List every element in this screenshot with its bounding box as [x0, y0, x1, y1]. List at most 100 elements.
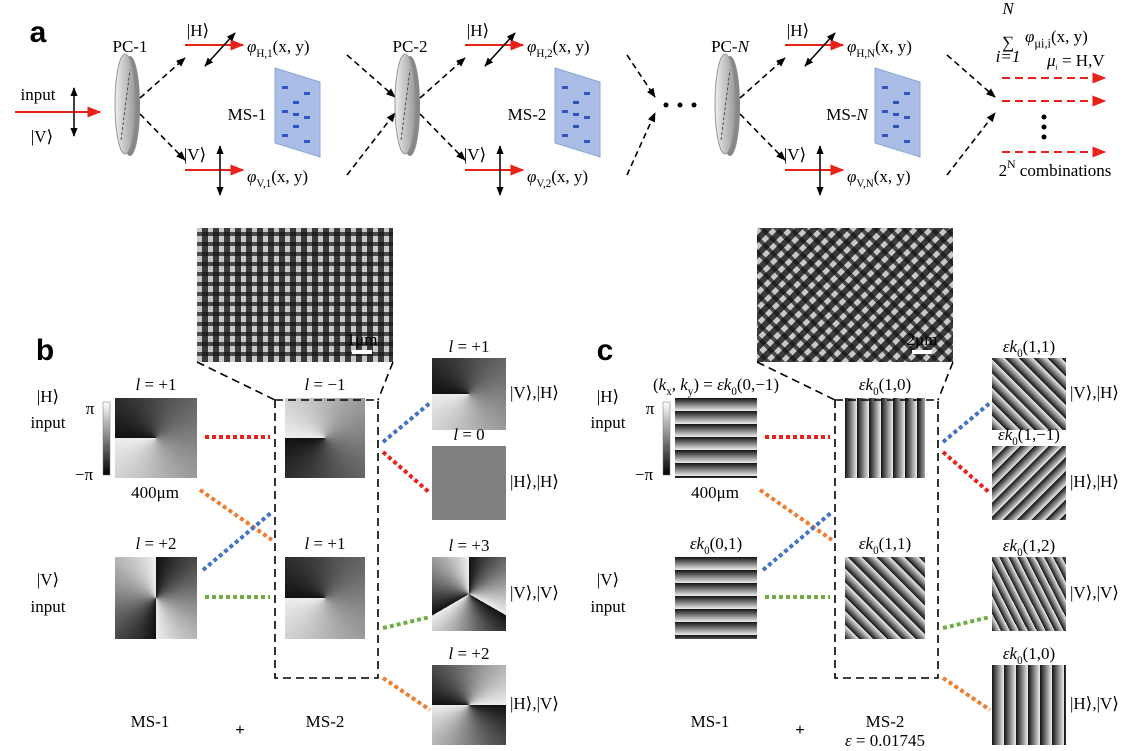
connector	[203, 512, 272, 570]
text-segment: ,	[672, 375, 681, 394]
footer-label: MS-1	[691, 712, 730, 731]
text-segment: 2	[999, 161, 1008, 180]
metasurface-pattern	[573, 113, 579, 116]
phase-label: φV,N(x, y)	[847, 167, 911, 190]
metasurface-pattern	[893, 101, 899, 104]
text-segment: (x, y)	[875, 37, 912, 56]
text-segment: (x, y)	[874, 167, 911, 186]
output-title: εk0(1,0)	[1003, 644, 1055, 667]
phase-label: φH,N(x, y)	[847, 37, 912, 60]
phase-label: φV,2(x, y)	[527, 167, 588, 190]
connector	[740, 114, 785, 160]
polarization-converter	[115, 54, 135, 154]
converter-label: PC-2	[393, 37, 428, 56]
text-segment: V,2	[536, 178, 551, 190]
metasurface-pattern	[584, 116, 590, 119]
connector	[938, 362, 953, 400]
text-segment: φ	[247, 37, 256, 56]
scale-bar-label: 2μm	[907, 330, 938, 349]
text-segment: combinations	[1016, 161, 1112, 180]
sum-lower: i=1	[996, 47, 1021, 66]
footer-plus: +	[235, 720, 245, 739]
input-label: input	[31, 413, 66, 432]
metasurface	[275, 68, 320, 157]
text-segment: (1,1)	[879, 534, 912, 553]
phase-map-title: l = +2	[136, 534, 177, 553]
panel-label: a	[30, 16, 47, 49]
text-segment: (x, y)	[273, 37, 310, 56]
output-states: |V⟩,|H⟩	[1070, 383, 1119, 402]
connector	[420, 114, 465, 160]
metasurface-pattern	[904, 116, 910, 119]
text-segment: (0,−1)	[737, 375, 779, 394]
text-segment: PC-	[711, 37, 738, 56]
sum-term: φμi,i(x, y)	[1025, 27, 1088, 51]
text-segment: εk	[998, 425, 1013, 444]
metasurface-pattern	[904, 140, 910, 143]
connector	[943, 678, 990, 710]
metasurface-pattern	[882, 86, 888, 89]
connector	[627, 113, 655, 175]
connector	[383, 403, 430, 442]
state-label: |V⟩	[184, 145, 206, 164]
text-segment: εk	[690, 534, 705, 553]
metasurface-label: MS-N	[826, 105, 869, 124]
metasurface-pattern	[562, 134, 568, 137]
connector	[420, 58, 465, 98]
polarization-arrow	[805, 33, 835, 66]
connector	[627, 55, 655, 97]
phase-label: φH,2(x, y)	[527, 37, 590, 60]
phase-label: φV,1(x, y)	[247, 167, 308, 190]
state-label: |H⟩	[187, 21, 209, 40]
state-label: |V⟩	[464, 145, 486, 164]
output-states: |V⟩,|H⟩	[510, 383, 559, 402]
metasurface-pattern	[882, 134, 888, 137]
output-title: l = 0	[453, 425, 484, 444]
ellipsis-dot	[664, 103, 669, 108]
metasurface-pattern	[282, 86, 288, 89]
state-label: |V⟩	[597, 570, 619, 589]
polarization-arrow	[205, 33, 235, 66]
text-segment: = 0.01745	[852, 731, 925, 750]
input-label: input	[591, 597, 626, 616]
text-segment: μ	[1046, 51, 1056, 70]
size-label: 400μm	[691, 483, 739, 502]
text-segment: εk	[1003, 644, 1018, 663]
text-segment: φ	[847, 167, 856, 186]
output-title: εk0(1,2)	[1003, 536, 1055, 559]
text-segment: H,N	[856, 48, 875, 60]
text-segment: (1,0)	[1023, 644, 1056, 663]
converter-label: PC-N	[711, 37, 750, 56]
text-segment: MS-	[826, 105, 857, 124]
text-segment: (x, y)	[553, 37, 590, 56]
output-states: |V⟩,|V⟩	[1070, 583, 1119, 602]
text-segment: = +3	[453, 536, 489, 555]
colorbar-label: −π	[635, 465, 654, 484]
text-segment: (x, y)	[271, 167, 308, 186]
input-label: input	[21, 85, 56, 104]
metasurface-pattern	[584, 140, 590, 143]
text-segment: εk	[859, 534, 874, 553]
connector	[943, 452, 990, 493]
connector	[383, 452, 430, 493]
output-states: |H⟩,|H⟩	[1070, 472, 1119, 491]
state-label: |H⟩	[597, 387, 619, 406]
metasurface-pattern	[882, 110, 888, 113]
metasurface-label: MS-2	[508, 105, 547, 124]
connector	[378, 362, 393, 400]
state-label: |H⟩	[37, 387, 59, 406]
metasurface-pattern	[573, 101, 579, 104]
ellipsis-dot	[1042, 125, 1047, 130]
text-segment: (1,1)	[1023, 337, 1056, 356]
colorbar	[103, 402, 110, 475]
ellipsis-dot	[678, 103, 683, 108]
connector	[740, 58, 785, 98]
text-segment: φ	[1025, 27, 1034, 46]
colorbar	[663, 402, 670, 475]
connector	[947, 55, 995, 97]
metasurface-pattern	[304, 116, 310, 119]
text-segment: (x, y)	[551, 167, 588, 186]
output-states: |H⟩,|V⟩	[1070, 694, 1119, 713]
connector	[140, 58, 185, 98]
text-segment: φ	[247, 167, 256, 186]
